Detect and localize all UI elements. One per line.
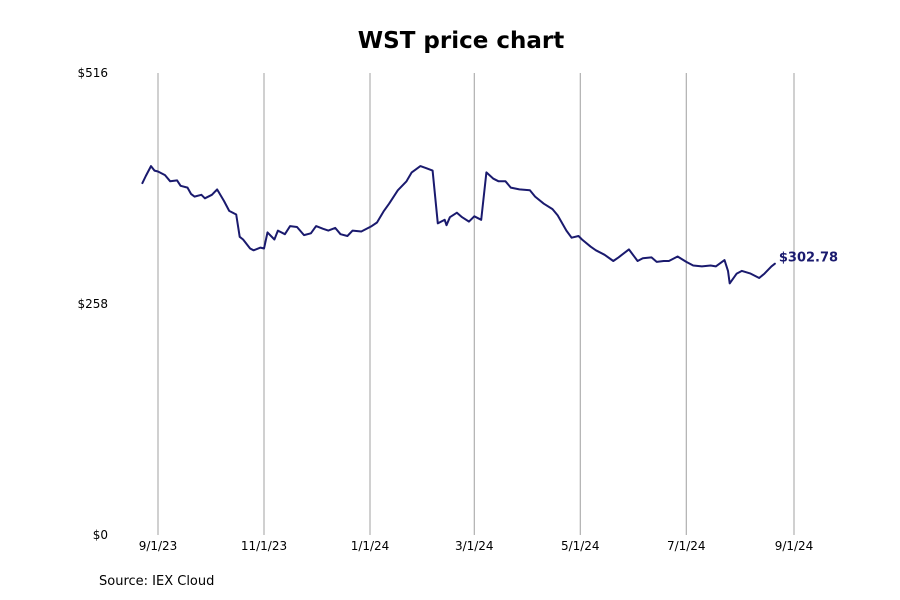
source-note: Source: IEX Cloud — [99, 574, 215, 589]
x-tick-label-2: 1/1/24 — [351, 539, 390, 553]
last-price-label: $302.78 — [779, 251, 838, 266]
price-line-0 — [141, 165, 776, 285]
y-tick-label-2: $0 — [93, 528, 108, 542]
x-gridlines — [157, 73, 795, 535]
chart-title: WST price chart — [357, 28, 565, 54]
x-tick-label-5: 7/1/24 — [667, 539, 706, 553]
x-tick-label-6: 9/1/24 — [775, 539, 814, 553]
x-axis-ticks: 9/1/23 11/1/23 1/1/24 3/1/24 5/1/24 7/1/24 9/1… — [139, 539, 814, 553]
series-layer — [141, 165, 776, 285]
y-tick-label-1: $258 — [77, 297, 108, 311]
y-tick-label-0: $516 — [77, 66, 108, 80]
y-axis-ticks: $516 $258 $0 — [77, 66, 108, 542]
x-tick-label-4: 5/1/24 — [561, 539, 600, 553]
x-tick-label-0: 9/1/23 — [139, 539, 178, 553]
x-tick-label-1: 11/1/23 — [241, 539, 287, 553]
x-tick-label-3: 3/1/24 — [455, 539, 494, 553]
